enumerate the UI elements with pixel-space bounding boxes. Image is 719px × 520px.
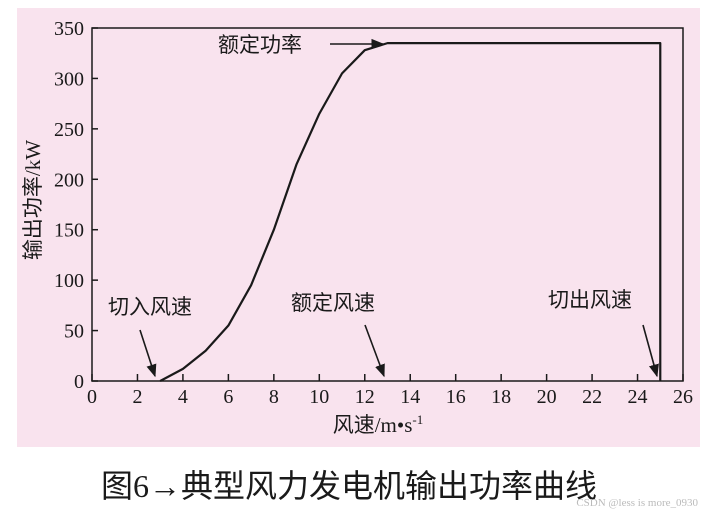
arrows bbox=[139, 38, 659, 378]
y-tick-label: 250 bbox=[54, 119, 84, 141]
annotation: 切出风速 bbox=[548, 288, 632, 312]
x-tick-label: 4 bbox=[178, 386, 188, 408]
arrow bbox=[364, 324, 385, 378]
arrow bbox=[642, 324, 659, 378]
background bbox=[17, 8, 700, 447]
arrow bbox=[139, 329, 157, 378]
x-tick-label: 10 bbox=[309, 386, 329, 408]
y-tick-label: 150 bbox=[54, 220, 84, 242]
line bbox=[159, 42, 662, 382]
x-tick-label: 16 bbox=[446, 386, 466, 408]
y-tick-label: 50 bbox=[64, 321, 84, 343]
annotation: 额定风速 bbox=[291, 291, 375, 315]
y-tick-label: 100 bbox=[54, 270, 84, 292]
watermark: CSDN @less is more_0930 bbox=[576, 497, 698, 509]
y-tick-label: 0 bbox=[74, 371, 84, 393]
x-tick-label: 20 bbox=[537, 386, 557, 408]
x-tick-label: 14 bbox=[400, 386, 420, 408]
caption: 图6→典型风力发电机输出功率曲线 bbox=[101, 468, 597, 504]
x-tick-label: 18 bbox=[491, 386, 511, 408]
x-tick-label: 24 bbox=[628, 386, 648, 408]
x-tick-label: 0 bbox=[87, 386, 97, 408]
x-tick-label: 22 bbox=[582, 386, 602, 408]
x-tick-label: 6 bbox=[223, 386, 233, 408]
x-tick-label: 8 bbox=[269, 386, 279, 408]
y-tick-label: 200 bbox=[54, 169, 84, 191]
x-tick-label: 2 bbox=[132, 386, 142, 408]
x-tick-label: 26 bbox=[673, 386, 693, 408]
annotation: 额定功率 bbox=[218, 33, 302, 57]
x-tick-label: 12 bbox=[355, 386, 375, 408]
plot-frame bbox=[91, 27, 684, 382]
y-tick-label: 300 bbox=[54, 68, 84, 90]
y-tick-label: 350 bbox=[54, 18, 84, 40]
y-axis-label: 输出功率/kW bbox=[21, 140, 45, 260]
annotation: 切入风速 bbox=[108, 295, 192, 319]
x-axis-label-main: 风速/m•s bbox=[333, 413, 413, 437]
x-axis-label-sup: -1 bbox=[412, 412, 423, 427]
x-axis-label: 风速/m•s-1 bbox=[333, 412, 424, 437]
